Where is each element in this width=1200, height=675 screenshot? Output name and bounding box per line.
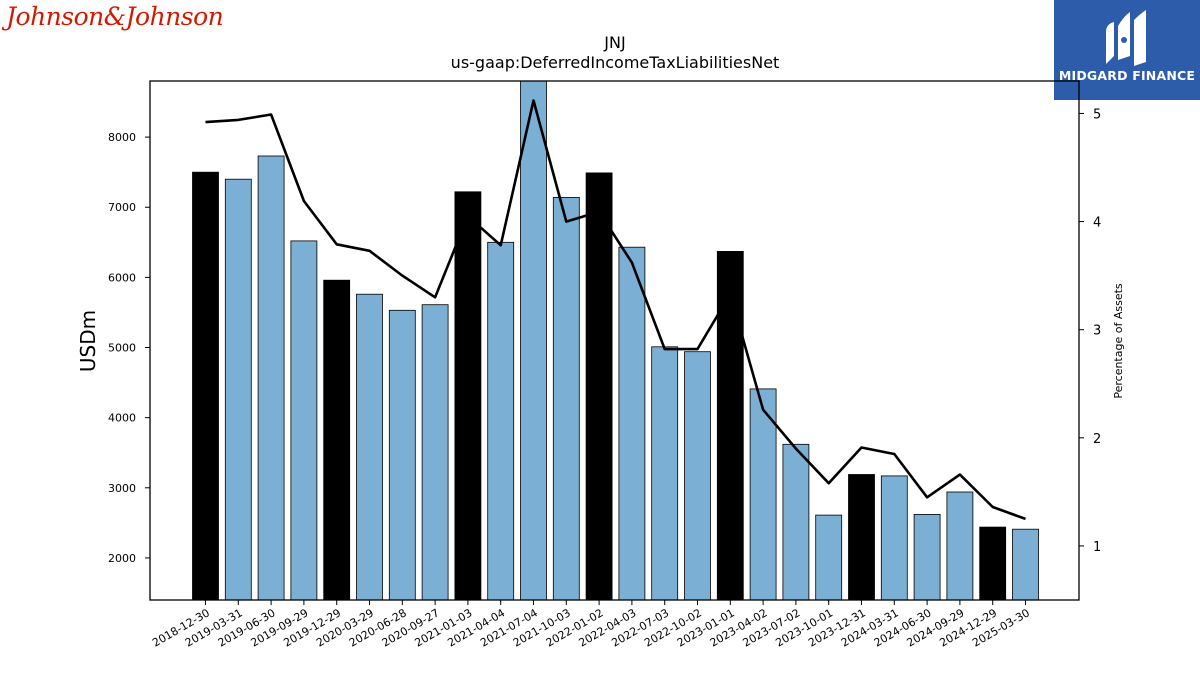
johnson-and-johnson-logo: Johnson&Johnson <box>6 2 224 31</box>
y2-tick-label: 4 <box>1093 216 1101 231</box>
bar-2020-06-28 <box>388 309 416 601</box>
y-tick-label: 2000 <box>108 552 136 565</box>
bar-2018-12-30 <box>192 171 219 601</box>
percentage-of-assets-line <box>205 99 1026 521</box>
y-tick-label: 8000 <box>108 131 136 144</box>
bar-2025-03-30 <box>1012 528 1039 601</box>
bar-2020-03-29 <box>356 293 383 601</box>
bar-2021-01-03 <box>454 191 482 601</box>
y-tick-label: 6000 <box>108 271 136 284</box>
y-axis-label: USDm <box>76 310 100 372</box>
chart-subtitle: us-gaap:DeferredIncomeTaxLiabilitiesNet <box>451 53 780 72</box>
y2-tick-label: 2 <box>1093 432 1101 447</box>
y2-tick-label: 5 <box>1093 107 1101 122</box>
y-tick-label: 4000 <box>108 412 136 425</box>
bar-2021-04-04 <box>487 241 515 601</box>
bar-2023-07-02 <box>782 443 810 601</box>
bar-2024-12-29 <box>979 526 1007 601</box>
bar-2024-06-30 <box>913 514 941 601</box>
bar-2023-10-01 <box>815 514 843 601</box>
bar-2023-04-02 <box>749 388 777 601</box>
bar-2024-03-31 <box>880 475 908 601</box>
y-tick-label: 5000 <box>108 342 136 355</box>
bar-2024-09-29 <box>946 491 974 601</box>
bar-2019-09-29 <box>290 240 318 601</box>
bar-2022-10-02 <box>684 351 711 601</box>
bar-2019-12-29 <box>323 279 351 601</box>
bar-2022-07-03 <box>651 346 679 601</box>
bar-2023-01-01 <box>716 250 744 601</box>
y2-axis-label: Percentage of Assets <box>1112 283 1125 399</box>
plot-frame <box>149 80 1080 601</box>
bar-2023-12-31 <box>848 474 875 601</box>
bar-2021-07-04 <box>520 80 547 601</box>
y-tick-label: 3000 <box>108 482 136 495</box>
bar-2020-09-27 <box>421 304 449 601</box>
bar-2021-10-03 <box>552 196 580 601</box>
chart-title: JNJ <box>603 33 625 52</box>
bar-2022-04-03 <box>618 246 646 601</box>
y2-tick-label: 3 <box>1093 324 1101 339</box>
y-tick-label: 7000 <box>108 201 136 214</box>
y2-tick-label: 1 <box>1093 540 1101 555</box>
midgard-finance-logo: MIDGARD FINANCE <box>1054 0 1200 100</box>
midgard-finance-label: MIDGARD FINANCE <box>1058 68 1196 83</box>
bar-2019-06-30 <box>257 155 285 601</box>
bar-2022-01-02 <box>585 172 613 601</box>
bar-2019-03-31 <box>224 178 252 601</box>
midgard-emblem-icon <box>1106 10 1146 66</box>
